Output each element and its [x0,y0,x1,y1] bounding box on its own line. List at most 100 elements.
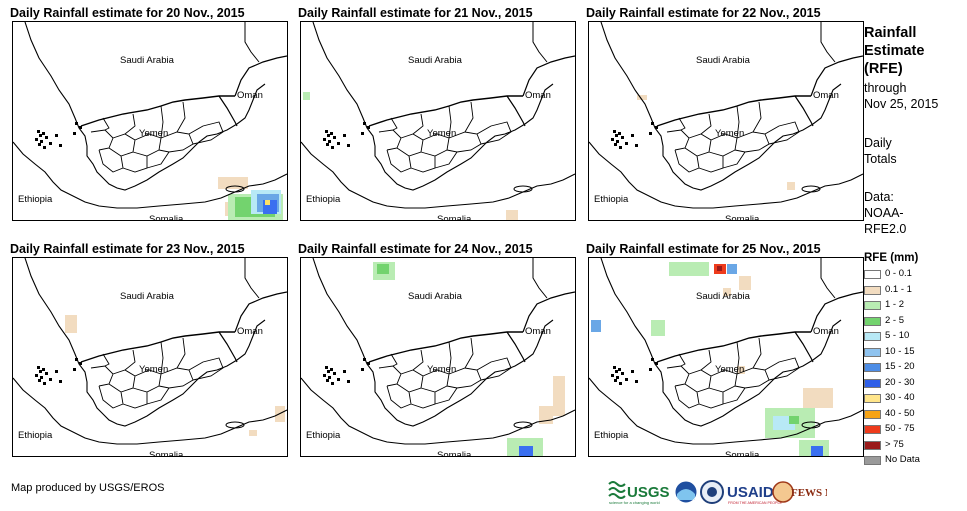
african-coastline [301,141,575,209]
yemen-border [80,331,235,363]
island-dot [347,380,350,383]
island-dot [39,370,42,373]
rainfall-cell [787,182,795,190]
island-dot [631,134,634,137]
rainfall-cell [669,262,709,276]
island-dot [39,134,42,137]
island-dot [40,140,43,143]
saudi-oman-border [820,258,836,299]
saudi-oman-border [532,258,548,299]
legend-label: 0 - 0.1 [885,268,912,279]
yemen-border [368,95,523,127]
legend-label: > 75 [885,438,904,450]
island-dot [625,142,628,145]
country-label-saudi: Saudi Arabia [696,55,750,66]
yemen-governorate-borders [666,101,800,173]
legend-label: 10 - 15 [885,345,915,357]
island-dot [331,146,334,149]
usaid-tagline: FROM THE AMERICAN PEOPLE [728,501,782,505]
rainfall-cell [65,315,77,333]
african-coastline [589,141,863,209]
socotra-island [513,421,533,429]
rainfall-cell [803,388,833,408]
country-label-oman: Oman [813,326,839,337]
rainfall-cell [591,320,601,332]
island-dot [631,370,634,373]
island-dot [40,376,43,379]
map-svg [13,258,287,445]
island-dot [363,122,366,125]
map-panel: Daily Rainfall estimate for 21 Nov., 201… [298,6,578,221]
island-dot [618,368,621,371]
island-dot [367,126,370,129]
rainfall-cell [811,446,823,456]
island-dot [326,143,329,146]
rainfall-cell [727,264,737,274]
island-dot [79,126,82,129]
legend-swatch [864,425,881,434]
map-frame: Saudi Arabia Oman Yemen Ethiopia Somalia [12,21,288,221]
country-label-somalia: Somalia [725,214,760,221]
country-label-saudi: Saudi Arabia [120,291,174,302]
island-dot [79,362,82,365]
island-dot [73,132,76,135]
island-dot [37,130,40,133]
rainfall-cell [637,95,647,100]
island-dot [625,378,628,381]
country-label-somalia: Somalia [149,450,184,457]
map-svg [589,258,863,456]
map-panel: Daily Rainfall estimate for 24 Nov., 201… [298,242,578,457]
legend-label: 5 - 10 [885,330,910,341]
island-dot [615,134,618,137]
african-coastline [589,377,863,445]
map-panel: Daily Rainfall estimate for 22 Nov., 201… [586,6,866,221]
saudi-oman-border [820,22,836,63]
legend-swatch [864,285,881,295]
island-dot [615,370,618,373]
arabian-coastline [600,22,842,191]
island-dot [59,380,62,383]
island-dot [42,132,45,135]
island-dot [38,379,41,382]
legend-swatch [864,301,881,310]
panel-title: Daily Rainfall estimate for 25 Nov., 201… [586,242,821,256]
island-dot [327,370,330,373]
rainfall-cell [377,264,389,274]
rainfall-cell [539,406,553,424]
country-label-saudi: Saudi Arabia [408,55,462,66]
legend-swatch [864,440,881,450]
island-dot [619,382,622,385]
side-data: Data: NOAA- RFE2.0 [864,190,907,236]
island-dot [75,122,78,125]
legend-label: 15 - 20 [885,361,915,372]
country-label-ethiopia: Ethiopia [306,194,341,205]
side-title: Rainfall Estimate (RFE) [864,25,925,77]
island-dot [619,146,622,149]
country-label-yemen: Yemen [139,128,169,139]
legend-label: 40 - 50 [885,407,915,419]
country-label-yemen: Yemen [715,128,745,139]
panel-title: Daily Rainfall estimate for 22 Nov., 201… [586,6,821,20]
island-dot [635,144,638,147]
island-dot [337,142,340,145]
oman-border [506,291,575,363]
legend-swatch [864,347,881,357]
legend-swatch [864,456,881,465]
rainfall-cell [789,416,799,424]
yemen-governorate-borders [666,337,800,409]
rainfall-cell [739,276,751,290]
legend-swatch [864,332,881,341]
usgs-logo: USGS science for a changing world [608,481,670,505]
country-label-oman: Oman [237,90,263,101]
map-frame: Saudi Arabia Oman Yemen Ethiopia Somalia [588,257,864,457]
yemen-border [80,95,235,127]
oman-border [794,55,863,127]
island-dot [655,126,658,129]
island-dot [621,372,624,375]
map-svg [301,22,575,220]
map-frame: Saudi Arabia Oman Yemen Ethiopia Somalia [588,21,864,221]
panel-title: Daily Rainfall estimate for 20 Nov., 201… [10,6,245,20]
island-dot [651,358,654,361]
arabian-coastline [312,258,554,427]
country-label-somalia: Somalia [725,450,760,457]
